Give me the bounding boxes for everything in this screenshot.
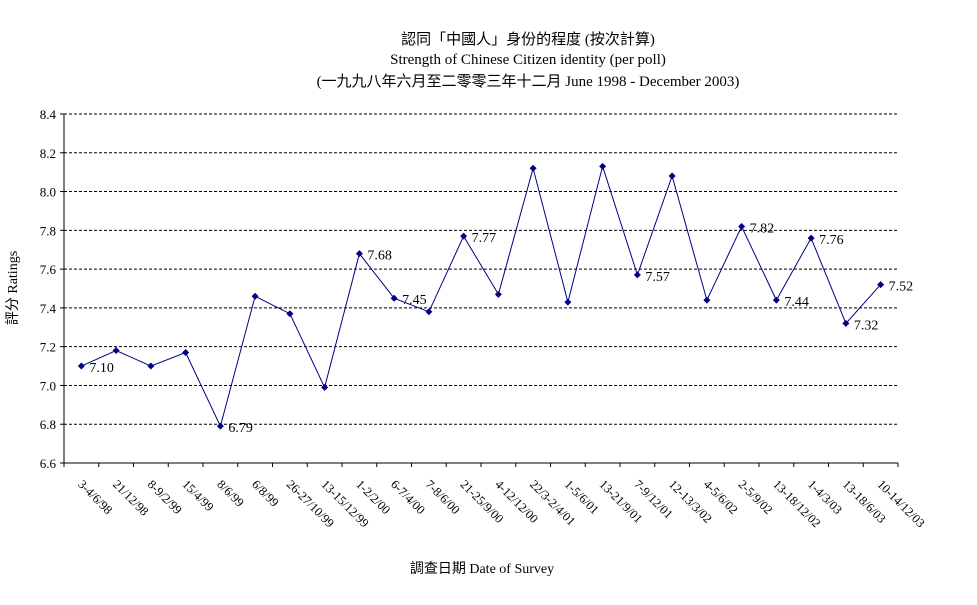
data-label: 7.32 <box>854 318 879 333</box>
data-point <box>703 296 711 304</box>
data-labels: 7.10 6.79 7.68 7.45 7.77 7.57 7.82 7.44 7.76 7.32… <box>89 221 913 436</box>
gridlines <box>64 113 898 425</box>
data-point <box>564 298 572 306</box>
data-point <box>599 162 607 170</box>
data-point <box>460 232 468 240</box>
data-label: 7.45 <box>402 293 427 308</box>
data-point <box>807 234 815 242</box>
x-tick-label: 6/8/99 <box>249 477 281 509</box>
x-tick-label: 2-5/9/02 <box>736 477 776 517</box>
data-point <box>147 362 155 370</box>
data-point <box>390 294 398 302</box>
data-point <box>355 250 363 258</box>
data-point <box>529 164 537 172</box>
data-point <box>216 422 224 430</box>
data-label: 7.10 <box>89 361 114 376</box>
data-point <box>77 362 85 370</box>
data-label: 7.82 <box>750 221 775 236</box>
chart-subtitle-period: (一九九八年六月至二零零三年十二月 June 1998 - December 2… <box>317 73 740 90</box>
data-point <box>494 290 502 298</box>
y-tick-label: 8.0 <box>40 185 56 200</box>
y-tick-label: 7.4 <box>40 301 57 316</box>
chart-subtitle: Strength of Chinese Citizen identity (pe… <box>390 52 666 68</box>
data-label: 7.68 <box>367 249 392 264</box>
data-point <box>842 319 850 327</box>
x-tick-label: 15/4/99 <box>180 477 217 514</box>
y-tick-label: 8.4 <box>40 107 57 122</box>
x-tick-label: 7-8/6/00 <box>423 477 463 517</box>
y-tick-label: 7.8 <box>40 223 56 238</box>
data-point <box>668 172 676 180</box>
data-point <box>633 271 641 279</box>
data-point <box>738 222 746 230</box>
y-tick-label: 6.6 <box>40 456 57 471</box>
data-point <box>772 296 780 304</box>
x-axis-title: 調查日期 Date of Survey <box>410 561 554 577</box>
y-tick-label: 7.0 <box>40 378 56 393</box>
data-point <box>321 383 329 391</box>
data-point <box>251 292 259 300</box>
data-label: 7.76 <box>819 233 844 248</box>
axes: 6.6 6.8 7.0 7.2 7.4 7.6 7.8 8.0 8.2 8.4 3-4/6/9821… <box>40 107 928 530</box>
data-point <box>286 310 294 318</box>
data-point <box>877 281 885 289</box>
data-point <box>425 308 433 316</box>
data-label: 7.44 <box>784 295 809 310</box>
data-label: 6.79 <box>228 421 253 436</box>
data-label: 7.57 <box>645 270 670 285</box>
chart-title: 認同「中國人」身份的程度 (按次計算) <box>401 30 655 48</box>
y-tick-label: 7.2 <box>40 340 56 355</box>
x-tick-label: 21/12/98 <box>110 477 151 518</box>
data-label: 7.77 <box>472 231 497 246</box>
y-axis-title: 評分 Ratings <box>5 251 21 325</box>
y-tick-label: 8.2 <box>40 146 56 161</box>
x-tick-label: 8/6/99 <box>214 477 246 509</box>
x-tick-label: 8-9/2/99 <box>145 477 185 517</box>
x-tick-label: 10-14/12/03 <box>875 477 928 530</box>
y-tick-label: 6.8 <box>40 417 56 432</box>
data-label: 7.52 <box>889 280 914 295</box>
x-tick-label: 6-7/4/00 <box>388 477 428 517</box>
data-point <box>112 347 120 355</box>
x-tick-label: 3-4/6/98 <box>75 477 115 517</box>
data-point <box>182 348 190 356</box>
series-line <box>81 164 881 428</box>
y-tick-label: 7.6 <box>40 262 57 277</box>
series-line-group <box>77 162 885 430</box>
